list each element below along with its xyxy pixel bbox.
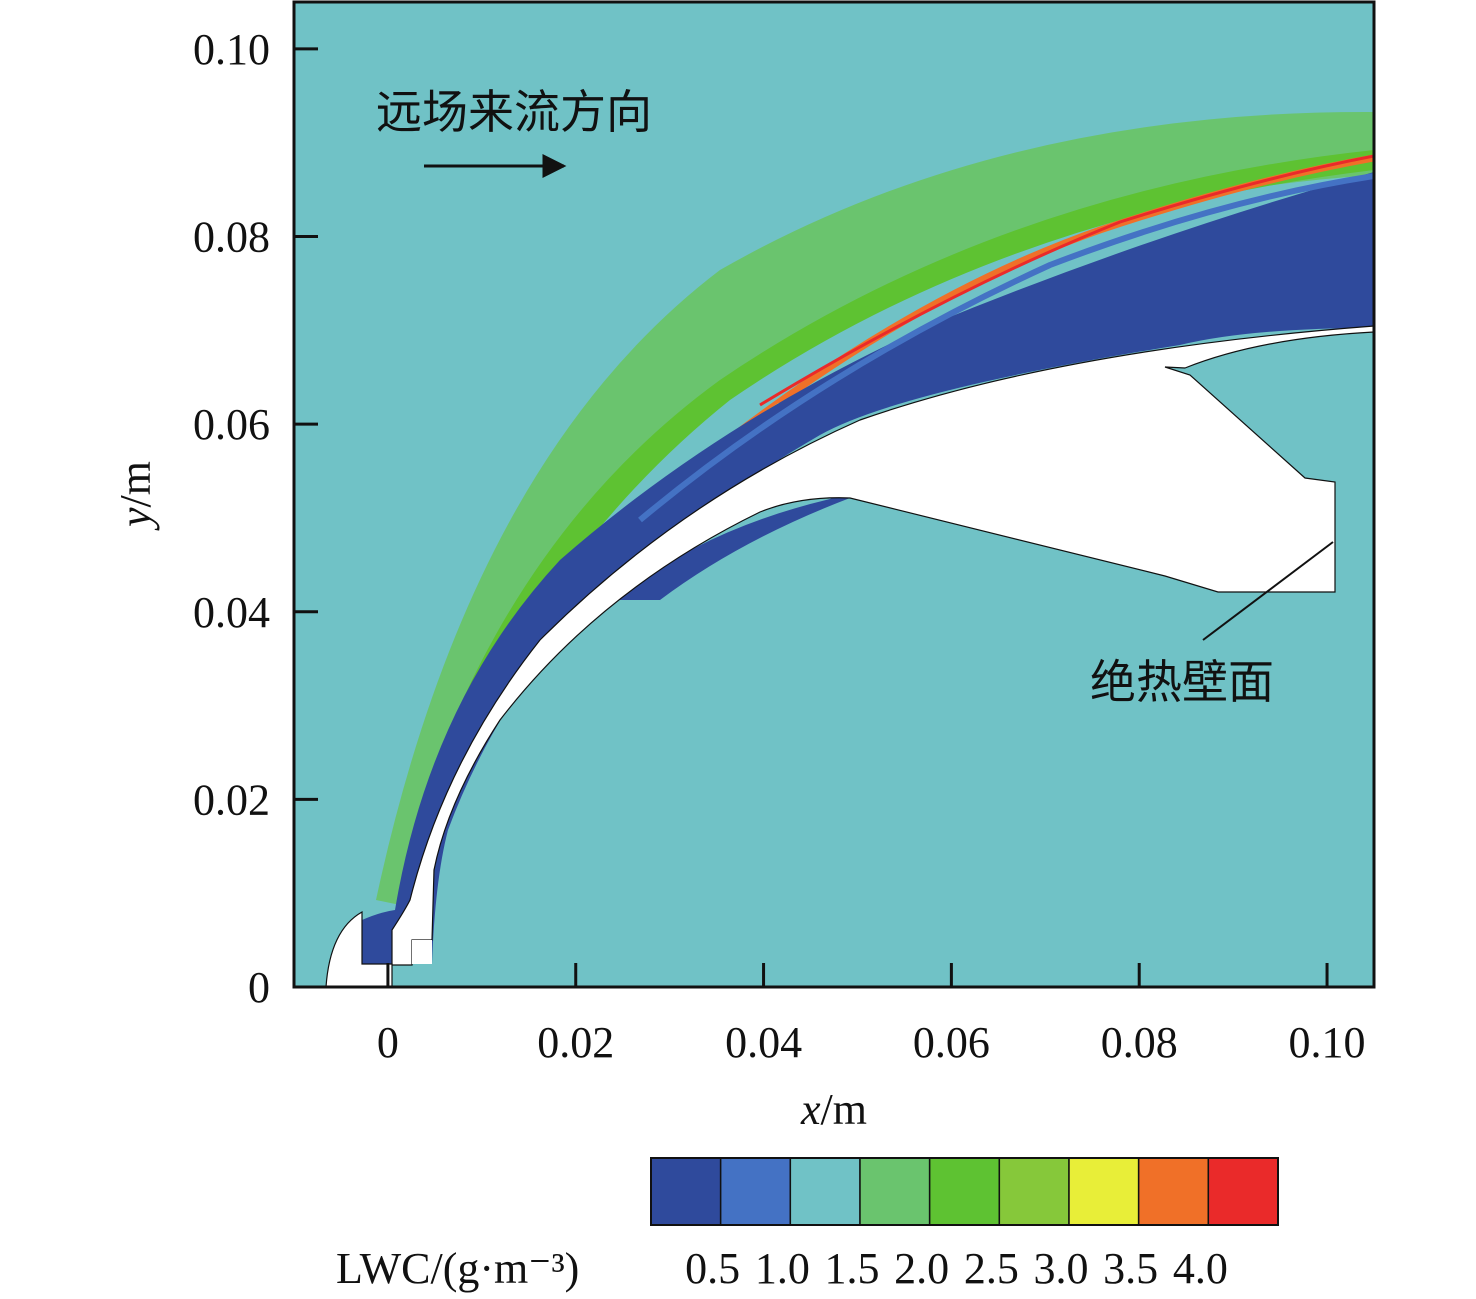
- colorbar-swatch-7: [1137, 1157, 1210, 1226]
- colorbar-swatch-2: [789, 1157, 861, 1226]
- contour-field: [294, 2, 1374, 987]
- colorbar-swatch-5: [998, 1157, 1070, 1226]
- colorbar-labels: 0.5 1.0 1.5 2.0 2.5 3.0 3.5 4.0: [685, 1244, 1228, 1293]
- x-axis: 0 0.02 0.04 0.06 0.08 0.10: [377, 963, 1366, 1067]
- colorbar-swatch-8: [1207, 1157, 1279, 1226]
- colorbar-title: LWC/(g·m⁻³): [336, 1244, 579, 1293]
- lower-wall: [412, 940, 432, 964]
- x-axis-label: x/m: [800, 1085, 867, 1134]
- x-tick-label-4: 0.08: [1101, 1018, 1178, 1067]
- colorbar-swatch-0: [650, 1157, 722, 1226]
- y-tick-label-3: 0.06: [193, 400, 270, 449]
- adiabatic-wall: [391, 325, 1374, 966]
- colorbar-frame: [650, 1157, 1279, 1226]
- colorbar-level-4: 2.5: [964, 1244, 1019, 1293]
- adiabatic-wall-label: 绝热壁面: [1090, 655, 1274, 709]
- shock-band-inner: [410, 150, 1374, 840]
- adiabatic-wall-leader: [1202, 541, 1334, 641]
- colorbar: [650, 1157, 1279, 1226]
- colorbar-level-5: 3.0: [1034, 1244, 1089, 1293]
- colorbar-level-6: 3.5: [1103, 1244, 1158, 1293]
- nose-wall: [325, 910, 393, 987]
- y-axis: 0 0.02 0.04 0.06 0.08 0.10: [193, 25, 318, 1012]
- colorbar-level-7: 4.0: [1173, 1244, 1228, 1293]
- shock-band-outer: [376, 111, 1374, 905]
- plot-frame: [292, 0, 1376, 989]
- colorbar-level-3: 2.0: [894, 1244, 949, 1293]
- flow-direction-label: 远场来流方向: [376, 85, 652, 139]
- x-tick-label-3: 0.06: [913, 1018, 990, 1067]
- y-axis-label: y/m: [111, 461, 160, 531]
- lwc-peak-core: [759, 154, 1374, 407]
- colorbar-swatch-4: [928, 1157, 1001, 1226]
- y-tick-label-2: 0.04: [193, 588, 270, 637]
- colorbar-swatch-3: [859, 1157, 931, 1226]
- depleted-zone-outer: [362, 172, 1374, 964]
- y-tick-label-0: 0: [248, 963, 270, 1012]
- y-tick-label-4: 0.08: [193, 213, 270, 262]
- y-tick-label-1: 0.02: [193, 775, 270, 824]
- colorbar-swatch-1: [719, 1157, 792, 1226]
- x-tick-label-2: 0.04: [725, 1018, 802, 1067]
- x-tick-label-1: 0.02: [537, 1018, 614, 1067]
- x-tick-label-0: 0: [377, 1018, 399, 1067]
- y-tick-label-5: 0.10: [193, 25, 270, 74]
- blue-thin-layer: [638, 173, 1374, 523]
- colorbar-level-2: 1.5: [825, 1244, 880, 1293]
- colorbar-level-0: 0.5: [685, 1244, 740, 1293]
- x-tick-label-5: 0.10: [1289, 1018, 1366, 1067]
- colorbar-level-1: 1.0: [755, 1244, 810, 1293]
- colorbar-swatch-6: [1068, 1157, 1140, 1226]
